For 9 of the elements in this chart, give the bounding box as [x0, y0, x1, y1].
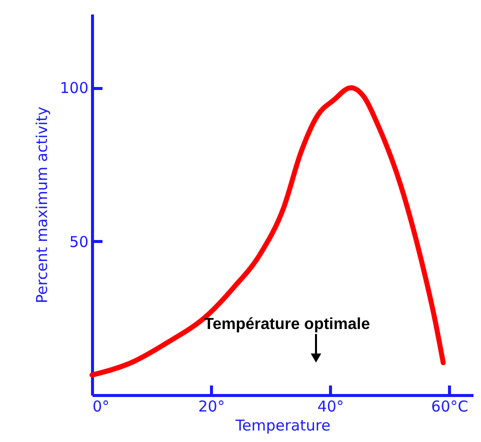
x-tick-label: 0°	[92, 398, 110, 416]
y-tick-label: 100	[60, 79, 88, 98]
x-tick-label: 60°C	[431, 398, 468, 416]
x-tick-label: 40°	[317, 398, 344, 416]
x-axis-title: Temperature	[234, 416, 331, 434]
y-axis-title: Percent maximum activity	[32, 106, 51, 304]
y-tick-label: 50	[69, 232, 88, 251]
x-tick-label: 20°	[198, 398, 225, 416]
annotation: Température optimale	[204, 316, 370, 333]
